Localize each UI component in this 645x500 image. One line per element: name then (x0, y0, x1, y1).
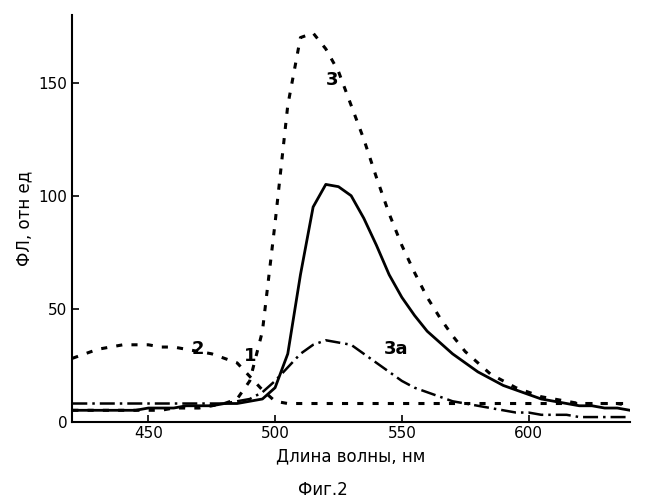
Text: 3а: 3а (384, 340, 408, 358)
Text: 1: 1 (244, 347, 256, 365)
Text: 2: 2 (192, 340, 204, 358)
Text: 3: 3 (326, 72, 338, 90)
Y-axis label: ФЛ, отн ед: ФЛ, отн ед (15, 170, 33, 266)
X-axis label: Длина волны, нм: Длина волны, нм (277, 447, 426, 465)
Text: Фиг.2: Фиг.2 (297, 481, 348, 499)
